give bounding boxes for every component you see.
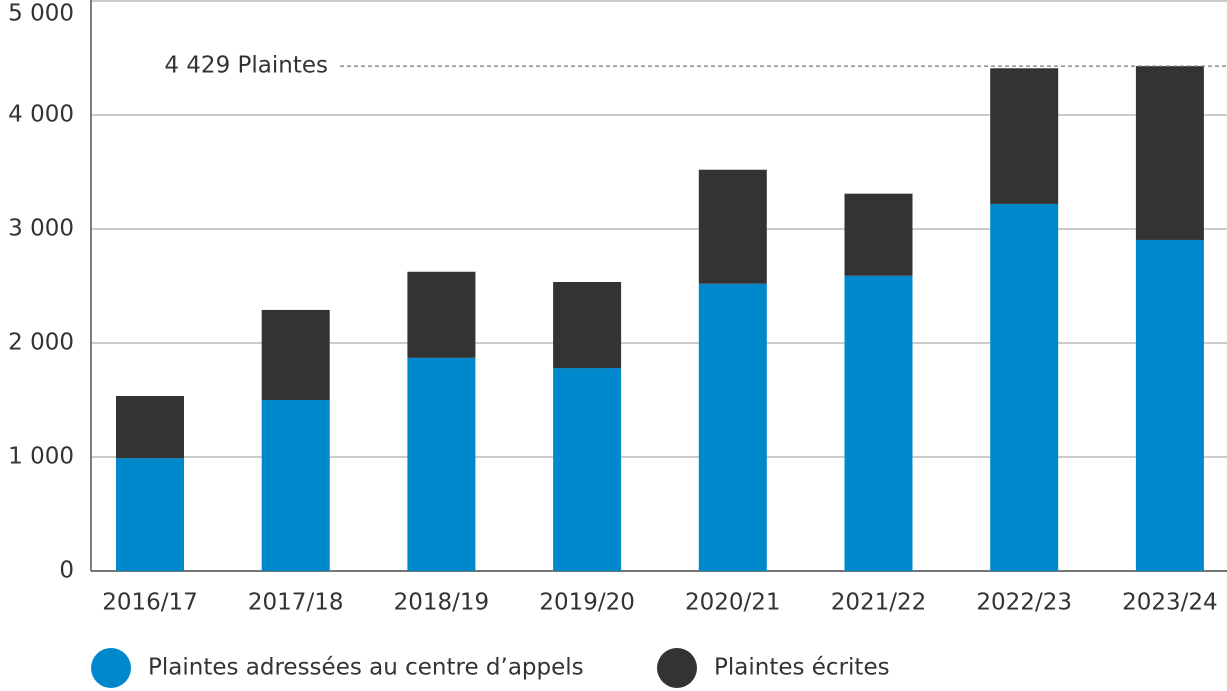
y-tick-label: 0: [59, 558, 74, 584]
bar-segment: [990, 203, 1059, 572]
legend-marker: [91, 648, 131, 688]
x-tick-label: 2018/19: [394, 590, 490, 616]
bar-segment: [116, 458, 184, 571]
bar-segment: [844, 275, 913, 571]
x-tick-label: 2016/17: [102, 590, 198, 616]
y-tick-label: 4 000: [8, 102, 74, 128]
y-tick-label: 5 000: [8, 1, 74, 27]
bar-segment: [844, 193, 913, 276]
bar-segment: [407, 357, 476, 571]
x-tick-label: 2019/20: [539, 590, 635, 616]
x-tick-label: 2021/22: [831, 590, 927, 616]
bar-segment: [698, 283, 767, 571]
y-tick-label: 2 000: [8, 330, 74, 356]
bar-segment: [261, 400, 330, 571]
bar-segment: [1135, 239, 1204, 571]
bar-segment: [261, 309, 330, 400]
y-tick-label: 3 000: [8, 216, 74, 242]
x-tick-label: 2020/21: [685, 590, 781, 616]
legend-marker: [657, 648, 697, 688]
bar-segment: [698, 169, 767, 284]
bar-segment: [116, 396, 184, 459]
bar-segment: [990, 68, 1059, 204]
x-tick-label: 2023/24: [1122, 590, 1218, 616]
annotation: 4 429 Plaintes: [164, 53, 328, 79]
y-tick-label: 1 000: [8, 444, 74, 470]
x-tick-label: 2022/23: [976, 590, 1072, 616]
bar-segment: [407, 271, 476, 358]
legend-label: Plaintes écrites: [714, 655, 890, 681]
bar-segment: [553, 368, 622, 571]
x-tick-label: 2017/18: [248, 590, 344, 616]
bar-segment: [1135, 66, 1204, 240]
bar-segment: [553, 282, 622, 369]
legend-label: Plaintes adressées au centre d’appels: [148, 655, 584, 681]
